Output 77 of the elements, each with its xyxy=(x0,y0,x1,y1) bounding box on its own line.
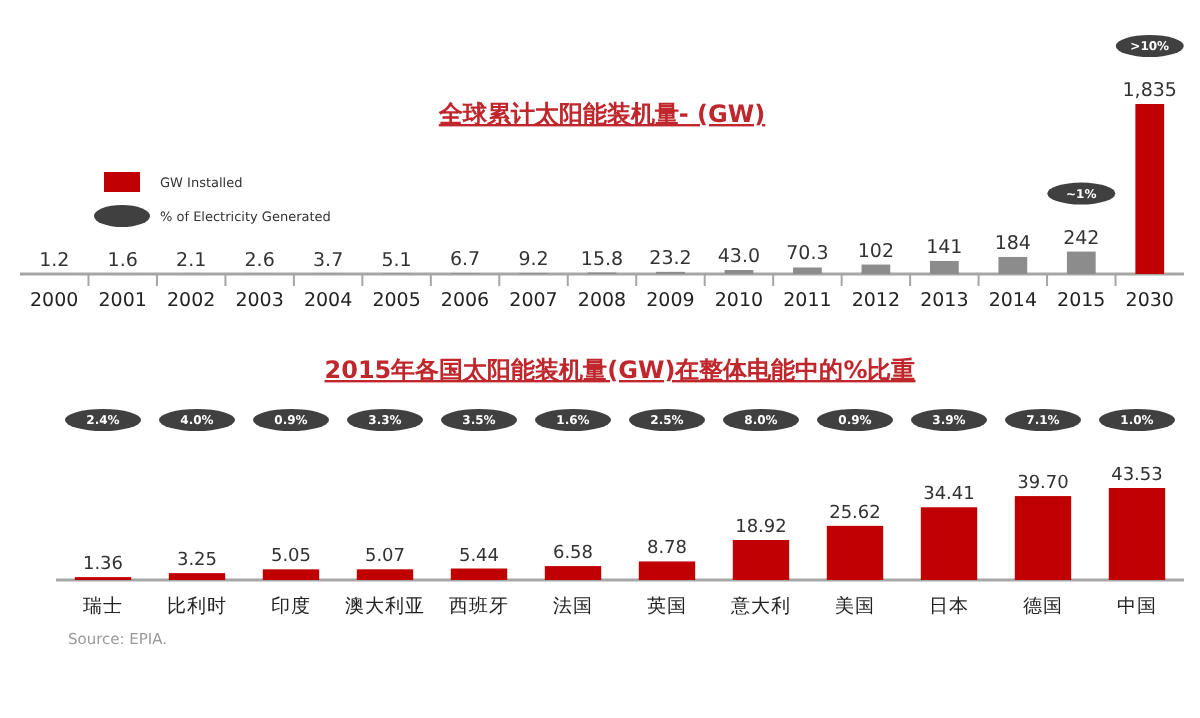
x-tick-label: 西班牙 xyxy=(449,594,509,618)
x-tick-label: 2002 xyxy=(166,290,216,312)
bar xyxy=(262,569,320,580)
data-label: 5.07 xyxy=(364,547,406,568)
data-label: 18.92 xyxy=(735,518,787,539)
data-label: 3.25 xyxy=(176,551,218,572)
data-label: 43.0 xyxy=(717,246,761,269)
data-label: 8.78 xyxy=(646,539,688,560)
x-tick-label: 日本 xyxy=(929,594,969,618)
data-label: 3.7 xyxy=(313,249,344,272)
bar xyxy=(1066,251,1096,274)
bar xyxy=(638,561,696,580)
data-label: 1.36 xyxy=(82,555,124,576)
x-tick-label: 2013 xyxy=(920,290,969,312)
bar xyxy=(168,573,226,580)
data-label: 5.05 xyxy=(270,547,312,568)
x-tick-label: 2005 xyxy=(372,290,421,312)
bar xyxy=(920,507,978,580)
bar xyxy=(1108,488,1166,580)
data-label: 1.2 xyxy=(39,249,70,272)
bar xyxy=(450,568,508,580)
data-label: 141 xyxy=(926,236,963,259)
data-label: 15.8 xyxy=(580,248,624,271)
x-tick-label: 2010 xyxy=(714,290,764,312)
data-label: 23.2 xyxy=(649,247,692,270)
x-tick-label: 2014 xyxy=(988,290,1038,312)
data-label: 34.41 xyxy=(923,485,975,506)
x-tick-label: 印度 xyxy=(271,594,311,618)
bar xyxy=(1014,496,1072,580)
bar xyxy=(861,264,891,274)
x-tick-label: 法国 xyxy=(553,594,593,618)
x-tick-label: 美国 xyxy=(835,594,875,618)
data-label: 2.6 xyxy=(244,249,275,272)
data-label: 25.62 xyxy=(829,503,881,524)
x-tick-label: 意大利 xyxy=(729,594,791,618)
data-label: 5.44 xyxy=(458,546,500,567)
bar xyxy=(732,540,790,580)
x-tick-label: 2001 xyxy=(98,290,147,312)
x-tick-label: 2009 xyxy=(646,290,695,312)
x-tick-label: 中国 xyxy=(1117,594,1157,618)
data-label: 5.1 xyxy=(381,249,412,272)
data-label: 242 xyxy=(1063,227,1100,250)
x-tick-label: 2011 xyxy=(783,290,832,312)
x-tick-label: 2015 xyxy=(1057,290,1106,312)
bar xyxy=(929,260,959,274)
bar xyxy=(826,525,884,580)
data-label: 9.2 xyxy=(518,249,549,272)
x-tick-label: 德国 xyxy=(1023,596,1063,618)
bar xyxy=(793,267,822,274)
x-tick-label: 瑞士 xyxy=(83,594,123,618)
x-tick-label: 2030 xyxy=(1125,290,1174,312)
x-tick-label: 澳大利亚 xyxy=(345,594,425,618)
data-label: 70.3 xyxy=(786,243,829,266)
data-label: 43.53 xyxy=(1111,466,1163,486)
chart-title: 全球累计太阳能装机量- (GW) xyxy=(436,100,766,128)
x-tick-label: 2008 xyxy=(577,290,627,312)
bar xyxy=(544,566,602,580)
x-tick-label: 2007 xyxy=(509,290,558,312)
bar xyxy=(998,256,1028,274)
data-label: 6.7 xyxy=(449,249,481,272)
data-label: 102 xyxy=(857,240,895,263)
data-label: 1.6 xyxy=(107,249,138,272)
x-tick-label: 2012 xyxy=(851,290,901,312)
data-label: 6.58 xyxy=(552,544,594,565)
x-tick-label: 英国 xyxy=(647,594,687,618)
data-label: 184 xyxy=(994,232,1031,255)
x-tick-label: 2003 xyxy=(235,290,284,312)
x-tick-label: 比利时 xyxy=(167,594,227,618)
data-label: 2.1 xyxy=(176,249,207,272)
data-label: 39.70 xyxy=(1017,474,1070,495)
bar xyxy=(1135,104,1165,274)
x-tick-label: 2000 xyxy=(30,290,79,312)
chart-title: 2015年各国太阳能装机量(GW)在整体电能中的%比重 xyxy=(324,356,916,384)
x-tick-label: 2004 xyxy=(303,290,353,312)
x-tick-label: 2006 xyxy=(440,290,490,312)
data-label: 1,835 xyxy=(1122,80,1177,102)
bar xyxy=(356,569,414,580)
